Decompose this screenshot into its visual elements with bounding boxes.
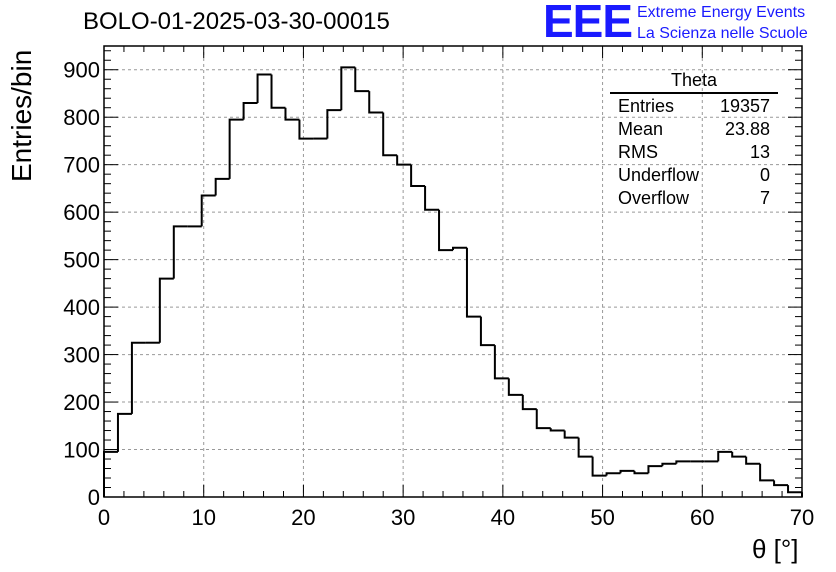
histogram-bin: [675, 460, 691, 464]
x-tick-label: 30: [391, 505, 415, 530]
histogram-bin: [745, 456, 761, 465]
histogram-bin: [577, 437, 593, 458]
histogram-bin: [172, 225, 188, 279]
histogram-bin: [773, 480, 789, 487]
y-tick-label: 0: [88, 485, 100, 510]
histogram-bin: [647, 465, 663, 474]
stats-value: 0: [759, 165, 770, 185]
stats-value: 13: [749, 142, 770, 162]
x-tick-label: 70: [790, 505, 814, 530]
histogram-bin: [326, 109, 342, 139]
histogram-bin: [354, 67, 370, 93]
y-tick-label: 100: [63, 438, 100, 463]
y-tick-label: 400: [63, 295, 100, 320]
histogram-bin: [200, 194, 216, 227]
eee-logo: EEE: [543, 0, 633, 47]
stats-label: Overflow: [618, 188, 690, 208]
histogram-bin: [521, 394, 537, 411]
x-tick-label: 10: [191, 505, 215, 530]
histogram-bin: [214, 177, 230, 196]
histogram-bin: [535, 409, 551, 430]
histogram-bin: [717, 450, 733, 462]
y-tick-label: 800: [63, 105, 100, 130]
histogram-bin: [284, 107, 300, 121]
histogram-bin: [396, 155, 412, 166]
histogram-bin: [158, 277, 174, 343]
histogram-bin: [563, 430, 579, 439]
histogram-bin: [270, 74, 286, 109]
histogram-bin: [549, 428, 565, 432]
histogram-bin: [382, 112, 398, 157]
x-tick-label: 60: [690, 505, 714, 530]
stats-box: Theta Entries 19357 Mean 23.88 RMS 13 Un…: [610, 70, 778, 210]
y-tick-label: 900: [63, 58, 100, 83]
y-tick-label: 300: [63, 343, 100, 368]
histogram-bin: [465, 247, 481, 318]
y-axis-label: Entries/bin: [6, 49, 37, 182]
histogram-bin: [116, 412, 132, 452]
histogram-bin: [242, 101, 258, 120]
histogram-bin: [633, 470, 649, 475]
stats-label: RMS: [618, 142, 658, 162]
plot-frame: [103, 45, 803, 498]
stats-label: Underflow: [618, 165, 700, 185]
stats-row-rms: RMS 13: [610, 141, 778, 164]
histogram-bin: [410, 164, 426, 188]
stats-title: Theta: [610, 70, 778, 94]
histogram-bin: [731, 451, 747, 458]
histogram-bin: [340, 66, 356, 111]
stats-value: 23.88: [724, 119, 770, 139]
histogram-bin: [452, 246, 467, 251]
histogram-bin: [605, 472, 621, 476]
stats-value: 7: [759, 188, 770, 208]
stats-value: 19357: [719, 96, 770, 116]
stats-label: Entries: [618, 96, 675, 116]
histogram-bin: [507, 378, 523, 396]
histogram-bin: [424, 186, 440, 211]
y-tick-label: 700: [63, 153, 100, 178]
stats-row-underflow: Underflow 0: [610, 164, 778, 187]
x-axis-label: θ [°]: [752, 534, 799, 564]
x-tick-label: 40: [491, 505, 515, 530]
logo-subtitle-1: Extreme Energy Events: [637, 4, 806, 21]
histogram-bin: [493, 345, 509, 380]
y-tick-label: 500: [63, 248, 100, 273]
x-tick-label: 20: [291, 505, 315, 530]
histogram-bin: [661, 462, 677, 467]
x-tick-label: 0: [98, 505, 110, 530]
histogram-bin: [256, 73, 272, 103]
histogram-bin: [130, 341, 146, 414]
y-tick-label: 600: [63, 200, 100, 225]
histogram-bin: [759, 463, 775, 482]
logo-subtitle-2: La Scienza nelle Scuole: [637, 25, 808, 42]
histogram-bin: [591, 456, 607, 477]
histogram-bin: [787, 485, 802, 494]
histogram-bin: [479, 316, 495, 347]
histogram-bin: [438, 209, 453, 252]
histogram-bin: [368, 91, 384, 114]
y-tick-label: 200: [63, 390, 100, 415]
histogram-bin: [619, 469, 635, 474]
histogram-bin: [298, 119, 314, 140]
stats-row-overflow: Overflow 7: [610, 187, 778, 210]
x-tick-label: 50: [590, 505, 614, 530]
stats-row-entries: Entries 19357: [610, 95, 778, 118]
chart-title: BOLO-01-2025-03-30-00015: [83, 8, 390, 35]
histogram-bin: [228, 118, 244, 179]
stats-label: Mean: [618, 119, 664, 139]
stats-row-mean: Mean 23.88: [610, 118, 778, 141]
